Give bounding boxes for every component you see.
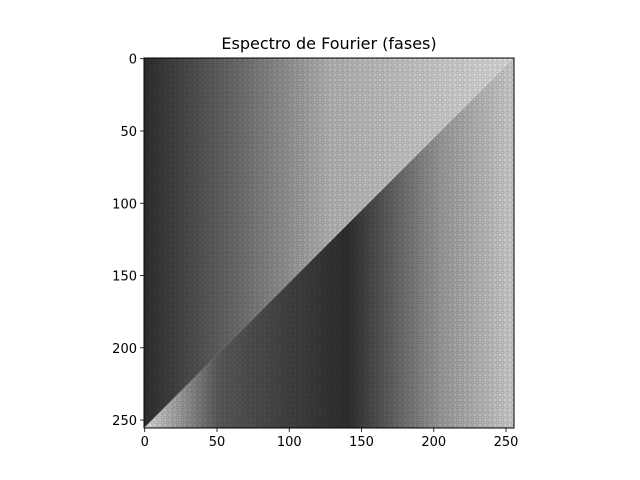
phase-texture-overlay (144, 58, 514, 428)
heatmap-image (144, 58, 514, 428)
x-tick-label: 150 (349, 435, 374, 450)
y-axis: 0 50 100 150 200 250 (112, 53, 144, 429)
y-tick-label: 200 (112, 342, 137, 357)
x-tick-label: 0 (141, 435, 149, 450)
y-tick-label: 0 (129, 53, 137, 68)
x-tick-label: 100 (277, 435, 302, 450)
chart-title: Espectro de Fourier (fases) (221, 34, 436, 53)
y-tick-label: 250 (112, 414, 137, 429)
y-tick-label: 150 (112, 270, 137, 285)
y-tick-label: 100 (112, 197, 137, 212)
y-tick-label: 50 (120, 125, 137, 140)
x-axis: 0 50 100 150 200 250 (141, 428, 519, 450)
x-tick-label: 50 (209, 435, 226, 450)
plot-frame (143, 57, 515, 429)
x-tick-label: 200 (421, 435, 446, 450)
x-tick-label: 250 (494, 435, 519, 450)
